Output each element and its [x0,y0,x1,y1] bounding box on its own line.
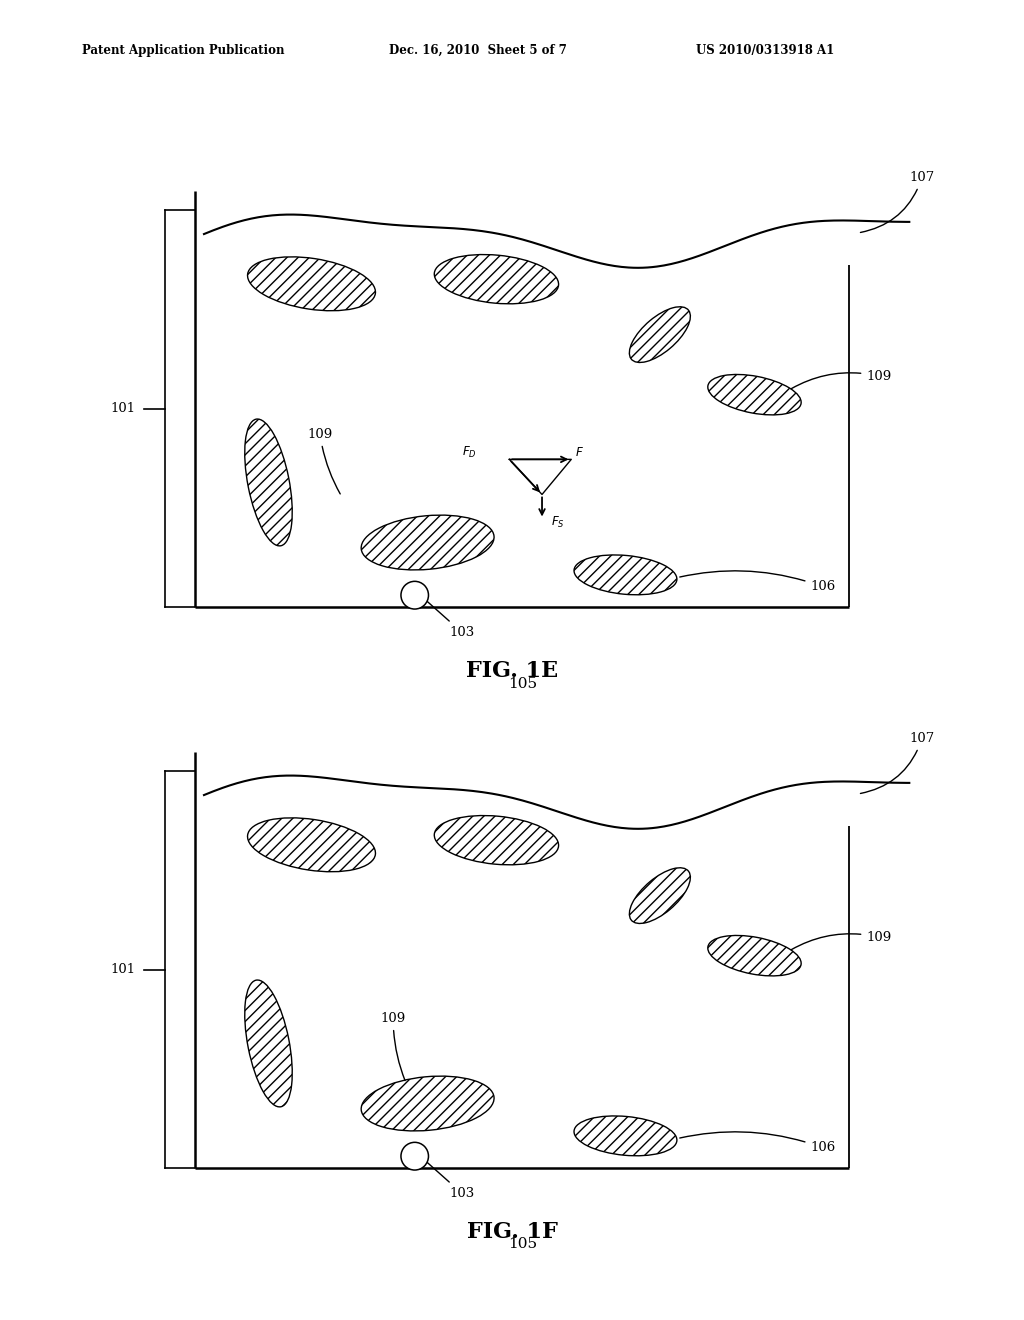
Ellipse shape [630,306,690,363]
Ellipse shape [708,936,801,975]
Text: $F$: $F$ [574,446,584,459]
Text: 106: 106 [680,570,836,594]
Text: FIG. 1E: FIG. 1E [466,660,558,682]
Ellipse shape [245,418,292,546]
Text: 106: 106 [680,1131,836,1155]
Text: 109: 109 [792,370,892,388]
Text: 109: 109 [381,1012,406,1081]
Text: Patent Application Publication: Patent Application Publication [82,44,285,57]
Ellipse shape [630,867,690,924]
Ellipse shape [434,816,558,865]
Text: 103: 103 [425,599,474,639]
Text: 109: 109 [792,931,892,949]
Ellipse shape [708,375,801,414]
Ellipse shape [574,554,677,595]
Text: 109: 109 [307,428,340,494]
Text: 105: 105 [508,676,537,690]
Ellipse shape [245,979,292,1107]
Ellipse shape [401,581,428,609]
Text: $F_S$: $F_S$ [551,515,564,529]
Text: 107: 107 [860,172,935,232]
Ellipse shape [361,515,494,570]
Text: US 2010/0313918 A1: US 2010/0313918 A1 [696,44,835,57]
Ellipse shape [361,1076,494,1131]
Ellipse shape [248,818,376,871]
Ellipse shape [434,255,558,304]
Ellipse shape [401,1142,428,1170]
Text: FIG. 1F: FIG. 1F [467,1221,557,1243]
Text: 107: 107 [860,733,935,793]
Text: 101: 101 [110,403,135,414]
Text: $F_D$: $F_D$ [462,445,477,459]
Text: 105: 105 [508,1238,537,1251]
Text: Dec. 16, 2010  Sheet 5 of 7: Dec. 16, 2010 Sheet 5 of 7 [389,44,567,57]
Text: 103: 103 [425,1160,474,1200]
Ellipse shape [574,1115,677,1156]
Ellipse shape [248,257,376,310]
Text: 101: 101 [110,964,135,975]
